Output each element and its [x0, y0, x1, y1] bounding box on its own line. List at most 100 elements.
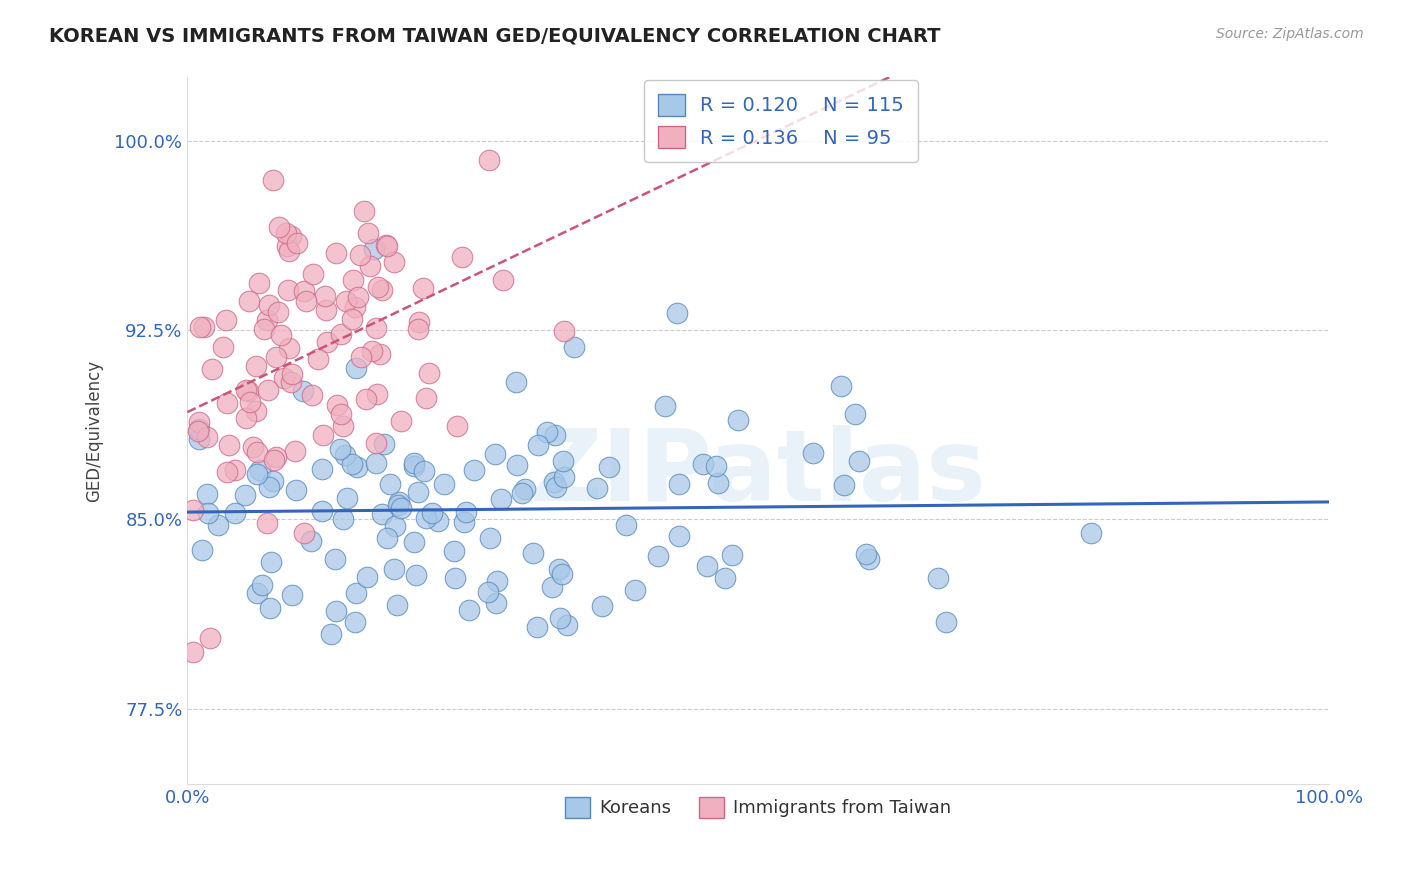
Point [614, 518, 637, 533]
Point [245, 404, 267, 418]
Point [668, 476, 690, 491]
Point [415, 511, 437, 525]
Point [301, 388, 323, 402]
Point [384, 519, 406, 533]
Point [264, 350, 287, 364]
Point [349, 247, 371, 261]
Point [340, 311, 363, 326]
Point [1080, 525, 1102, 540]
Point [246, 445, 269, 459]
Point [187, 432, 209, 446]
Point [239, 395, 262, 409]
Point [848, 454, 870, 468]
Point [260, 555, 283, 569]
Point [361, 343, 384, 358]
Point [215, 465, 238, 479]
Point [284, 443, 307, 458]
Legend: Koreans, Immigrants from Taiwan: Koreans, Immigrants from Taiwan [558, 789, 959, 825]
Point [927, 571, 949, 585]
Point [366, 436, 388, 450]
Point [371, 507, 394, 521]
Point [342, 273, 364, 287]
Point [591, 599, 613, 614]
Point [366, 387, 388, 401]
Point [238, 384, 260, 398]
Point [301, 267, 323, 281]
Point [215, 313, 238, 327]
Point [443, 571, 465, 585]
Point [855, 547, 877, 561]
Point [212, 339, 235, 353]
Point [224, 506, 246, 520]
Point [224, 463, 246, 477]
Text: KOREAN VS IMMIGRANTS FROM TAIWAN GED/EQUIVALENCY CORRELATION CHART: KOREAN VS IMMIGRANTS FROM TAIWAN GED/EQU… [49, 27, 941, 45]
Point [256, 516, 278, 531]
Point [492, 273, 515, 287]
Point [486, 574, 509, 588]
Point [278, 244, 301, 259]
Point [665, 305, 688, 319]
Point [832, 477, 855, 491]
Point [278, 341, 301, 355]
Point [402, 459, 425, 474]
Point [380, 477, 402, 491]
Point [544, 428, 567, 442]
Point [727, 412, 749, 426]
Point [713, 571, 735, 585]
Point [257, 384, 280, 398]
Point [402, 457, 425, 471]
Point [353, 203, 375, 218]
Point [406, 322, 429, 336]
Point [323, 552, 346, 566]
Point [543, 475, 565, 490]
Point [598, 460, 620, 475]
Point [562, 340, 585, 354]
Point [335, 294, 357, 309]
Point [668, 529, 690, 543]
Point [406, 485, 429, 500]
Point [505, 458, 527, 473]
Point [233, 488, 256, 502]
Point [433, 477, 456, 491]
Point [356, 569, 378, 583]
Point [484, 447, 506, 461]
Point [262, 474, 284, 488]
Point [720, 548, 742, 562]
Point [858, 551, 880, 566]
Point [187, 421, 209, 435]
Point [389, 414, 412, 428]
Point [333, 448, 356, 462]
Point [489, 491, 512, 506]
Point [181, 503, 204, 517]
Point [368, 347, 391, 361]
Point [235, 411, 257, 425]
Point [371, 283, 394, 297]
Point [245, 586, 267, 600]
Point [477, 584, 499, 599]
Point [193, 319, 215, 334]
Point [235, 383, 257, 397]
Point [357, 226, 380, 240]
Point [478, 531, 501, 545]
Point [311, 427, 333, 442]
Point [276, 227, 298, 241]
Point [321, 626, 343, 640]
Point [451, 250, 474, 264]
Point [388, 495, 411, 509]
Point [540, 580, 562, 594]
Point [181, 645, 204, 659]
Point [375, 238, 398, 252]
Point [510, 485, 533, 500]
Point [555, 617, 578, 632]
Point [526, 619, 548, 633]
Point [336, 491, 359, 505]
Point [262, 173, 284, 187]
Point [364, 456, 387, 470]
Point [188, 320, 211, 334]
Point [415, 391, 437, 405]
Point [311, 462, 333, 476]
Point [253, 321, 276, 335]
Point [325, 604, 347, 618]
Point [247, 276, 270, 290]
Point [238, 293, 260, 308]
